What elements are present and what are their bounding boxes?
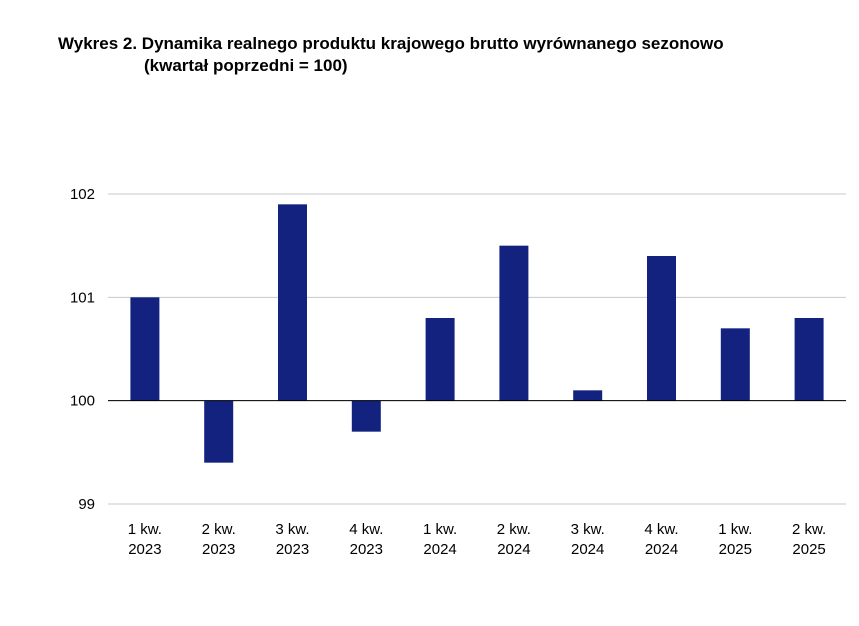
x-category-label: 2024: [497, 541, 530, 558]
x-category-label: 2023: [276, 541, 309, 558]
y-tick-label: 99: [78, 496, 95, 513]
x-category-label: 2024: [645, 541, 678, 558]
y-axis-ticks: 99 100 101 102: [70, 186, 95, 513]
x-category-label: 1 kw.: [423, 521, 457, 538]
bar: [425, 318, 455, 401]
x-category-label: 2023: [202, 541, 235, 558]
bar: [278, 204, 307, 401]
bar: [720, 328, 750, 401]
x-category-label: 2 kw.: [202, 521, 236, 538]
x-category-label: 3 kw.: [571, 521, 605, 538]
y-tick-label: 100: [70, 393, 95, 410]
x-category-label: 2025: [719, 541, 752, 558]
bar: [794, 318, 824, 401]
x-axis-labels: 1 kw. 2023 2 kw. 2023 3 kw. 2023 4 kw. 2023 1 kw…: [128, 521, 826, 558]
x-category-label: 2 kw.: [497, 521, 531, 538]
bar: [647, 256, 676, 401]
y-tick-label: 101: [70, 289, 95, 306]
x-category-label: 2025: [792, 541, 825, 558]
x-category-label: 2023: [350, 541, 383, 558]
chart-subtitle: (kwartał poprzedni = 100): [144, 56, 348, 75]
bar: [351, 400, 381, 432]
y-tick-label: 102: [70, 186, 95, 203]
bars: [130, 204, 824, 463]
bar: [573, 390, 603, 401]
x-category-label: 3 kw.: [275, 521, 309, 538]
x-category-label: 2024: [423, 541, 456, 558]
bar: [204, 400, 234, 463]
x-category-label: 1 kw.: [128, 521, 162, 538]
x-category-label: 2023: [128, 541, 161, 558]
chart-title: Wykres 2. Dynamika realnego produktu kra…: [58, 34, 724, 53]
x-category-label: 2 kw.: [792, 521, 826, 538]
x-category-label: 1 kw.: [718, 521, 752, 538]
bar: [499, 245, 529, 401]
x-category-label: 4 kw.: [349, 521, 383, 538]
bar: [130, 297, 160, 401]
chart-title-block: Wykres 2. Dynamika realnego produktu kra…: [58, 33, 724, 77]
x-category-label: 4 kw.: [644, 521, 678, 538]
x-category-label: 2024: [571, 541, 604, 558]
